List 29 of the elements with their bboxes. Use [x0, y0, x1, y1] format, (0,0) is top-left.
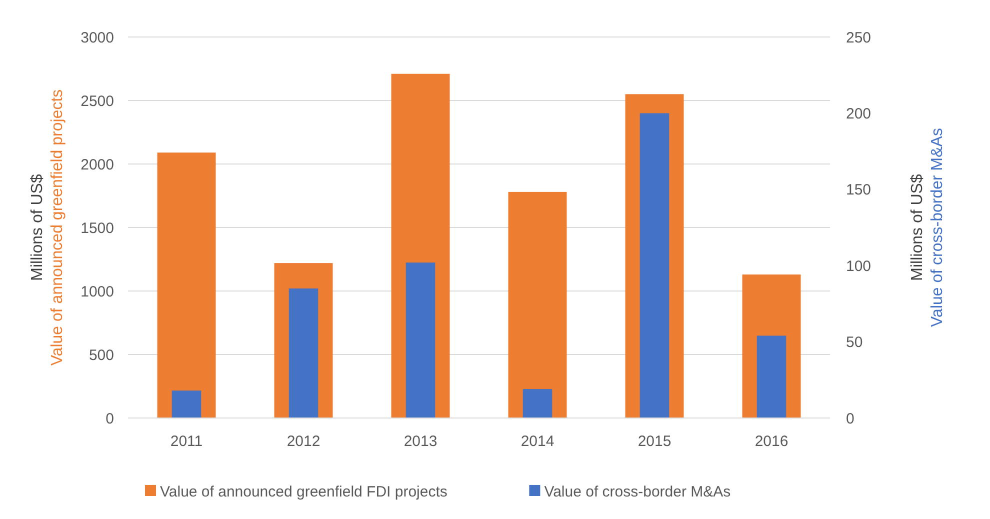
y-tick-label: 1000: [80, 283, 114, 300]
x-tick-label: 2011: [170, 433, 203, 450]
bar: [406, 262, 436, 418]
x-tick-label: 2014: [520, 433, 554, 450]
y2-tick-label: 50: [846, 334, 863, 352]
y-tick-label: 1500: [80, 220, 114, 237]
y2-tick-label: 0: [846, 410, 854, 428]
y-tick-label: 2500: [80, 92, 114, 110]
bar: [522, 389, 552, 418]
bar: [756, 336, 786, 418]
y-tick-label: 3000: [80, 29, 114, 46]
x-tick-label: 2012: [286, 433, 320, 450]
y-axis-title: Millions of US$ Value of announced greenfield projects: [29, 89, 66, 366]
bar: [172, 390, 202, 418]
bar: [157, 152, 216, 418]
y2-tick-label: 100: [846, 258, 872, 275]
y2-tick-label: 250: [846, 29, 872, 46]
y-tick-label: 2000: [80, 156, 114, 174]
y-tick-label: 500: [88, 346, 114, 364]
y2-tick-label: 200: [846, 105, 872, 122]
x-tick-label: 2016: [754, 433, 788, 450]
y2-tick-label: 150: [846, 182, 872, 199]
legend-label: Value of announced greenfield FDI projects: [160, 483, 448, 500]
bar: [508, 192, 567, 418]
x-tick-label: 2015: [638, 433, 672, 450]
x-tick-label: 2013: [404, 433, 438, 450]
legend-label: Value of cross-border M&As: [544, 483, 731, 500]
y2-axis-title: Millions of US$ Value of cross-border M&As: [909, 128, 946, 327]
y-tick-label: 0: [106, 410, 114, 428]
